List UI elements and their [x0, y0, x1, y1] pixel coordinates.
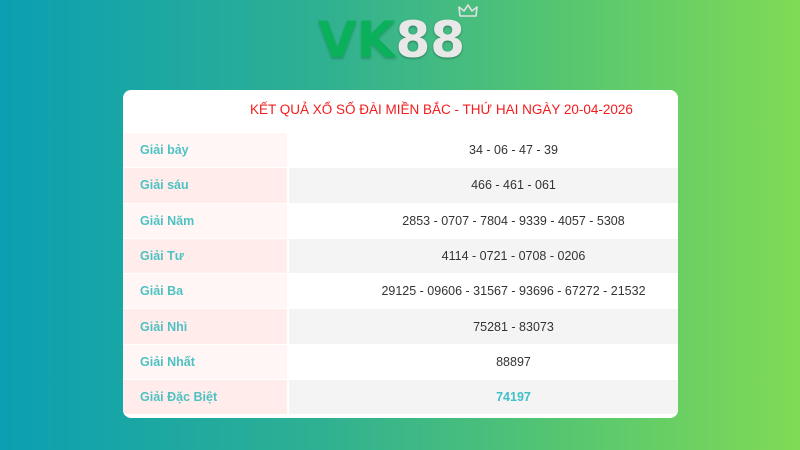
- table-row: Giải Nhất 88897: [123, 344, 678, 381]
- prize-value: 75281 - 83073: [289, 309, 678, 344]
- table-row: Giải Nhì 75281 - 83073: [123, 309, 678, 345]
- logo-text-vk: VK: [318, 11, 396, 69]
- results-card: KẾT QUẢ XỔ SỐ ĐÀI MIỀN BẮC - THỨ HAI NGÀ…: [123, 90, 678, 418]
- prize-value: 466 - 461 - 061: [289, 168, 678, 203]
- table-row: Giải Năm 2853 - 0707 - 7804 - 9339 - 4057…: [123, 203, 678, 239]
- prize-label: Giải Nhì: [123, 309, 289, 344]
- prize-label: Giải sáu: [123, 168, 289, 203]
- prize-label: Giải Nhất: [123, 344, 289, 380]
- table-row: Giải Tư 4114 - 0721 - 0708 - 0206: [123, 238, 678, 275]
- table-row: Giải bảy 34 - 06 - 47 - 39: [123, 133, 678, 169]
- prize-value: 2853 - 0707 - 7804 - 9339 - 4057 - 5308: [402, 213, 625, 228]
- prize-label: Giải Ba: [123, 274, 289, 309]
- crown-icon: [458, 4, 478, 17]
- table-row: Giải sáu 466 - 461 - 061: [123, 168, 678, 204]
- prize-value: 34 - 06 - 47 - 39: [469, 143, 558, 158]
- prize-label: Giải Năm: [123, 203, 289, 238]
- prize-label: Giải Đặc Biệt: [123, 380, 289, 415]
- vk88-logo: VK 88: [318, 4, 478, 70]
- prize-value: 88897: [496, 354, 531, 369]
- prize-value: 29125 - 09606 - 31567 - 93696 - 67272 - …: [381, 284, 646, 299]
- table-row-special: Giải Đặc Biệt 74197: [123, 380, 678, 416]
- prize-label: Giải bảy: [123, 133, 289, 168]
- special-prize-value: 74197: [289, 380, 678, 415]
- results-table: Giải bảy 34 - 06 - 47 - 39 Giải sáu 466 - …: [123, 133, 678, 416]
- results-title: KẾT QUẢ XỔ SỐ ĐÀI MIỀN BẮC - THỨ HAI NGÀ…: [250, 102, 633, 117]
- prize-value: 4114 - 0721 - 0708 - 0206: [289, 238, 678, 274]
- prize-label: Giải Tư: [123, 238, 289, 274]
- table-row: Giải Ba 29125 - 09606 - 31567 - 93696 - 6…: [123, 274, 678, 310]
- logo-text-88: 88: [395, 11, 466, 69]
